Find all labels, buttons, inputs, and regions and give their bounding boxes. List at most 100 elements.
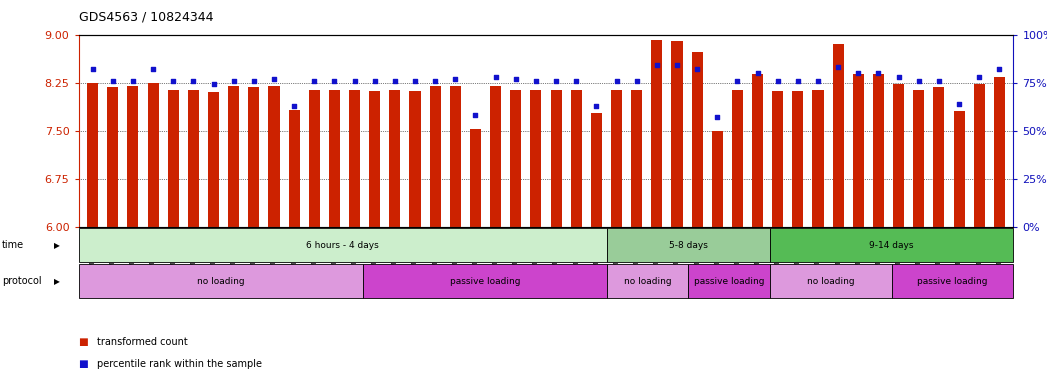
Bar <box>770 228 1013 262</box>
Point <box>567 78 584 84</box>
Bar <box>933 87 944 227</box>
Bar <box>712 131 722 227</box>
Text: 9-14 days: 9-14 days <box>869 241 914 250</box>
Text: protocol: protocol <box>2 276 42 286</box>
Text: GDS4563 / 10824344: GDS4563 / 10824344 <box>79 10 213 23</box>
Text: passive loading: passive loading <box>450 276 520 286</box>
Bar <box>490 86 502 227</box>
Point <box>628 78 645 84</box>
Point <box>144 66 161 72</box>
Text: passive loading: passive loading <box>917 276 987 286</box>
Point <box>467 112 484 118</box>
Point <box>326 78 342 84</box>
Point <box>830 64 847 70</box>
Point <box>185 78 202 84</box>
Bar <box>954 111 964 227</box>
Bar <box>571 89 582 227</box>
Bar <box>913 90 925 227</box>
Point <box>911 78 928 84</box>
Text: transformed count: transformed count <box>97 337 188 347</box>
Text: ▶: ▶ <box>54 276 61 286</box>
Point <box>487 74 504 80</box>
Bar <box>389 90 400 227</box>
Bar <box>79 228 607 262</box>
Point <box>508 76 525 82</box>
Bar <box>688 264 770 298</box>
Point <box>750 70 766 76</box>
Bar <box>329 90 340 227</box>
Text: passive loading: passive loading <box>694 276 764 286</box>
Bar <box>607 228 770 262</box>
Bar <box>289 110 299 227</box>
Bar <box>793 91 803 227</box>
Text: ▶: ▶ <box>54 241 61 250</box>
Bar <box>591 113 602 227</box>
Bar <box>651 40 663 227</box>
Point <box>669 62 686 68</box>
Point <box>406 78 423 84</box>
Point <box>366 78 383 84</box>
Point <box>105 78 121 84</box>
Bar <box>671 41 683 227</box>
Bar <box>309 90 319 227</box>
Point <box>890 74 907 80</box>
Text: time: time <box>2 240 24 250</box>
Text: ■: ■ <box>79 359 88 369</box>
Bar <box>974 84 985 227</box>
Bar <box>994 78 1005 227</box>
Bar <box>168 90 179 227</box>
Bar <box>187 89 199 227</box>
Bar <box>248 87 260 227</box>
Bar <box>773 91 783 227</box>
Bar <box>450 86 461 227</box>
Point <box>125 78 141 84</box>
Text: no loading: no loading <box>807 276 854 286</box>
Bar <box>812 89 824 227</box>
Bar <box>551 89 561 227</box>
Bar <box>611 89 622 227</box>
Point <box>205 81 222 88</box>
Point <box>164 78 181 84</box>
Bar <box>853 74 864 227</box>
Point <box>347 78 363 84</box>
Text: 5-8 days: 5-8 days <box>669 241 708 250</box>
Bar <box>429 86 441 227</box>
Bar <box>349 90 360 227</box>
Point <box>528 78 544 84</box>
Point <box>266 76 283 82</box>
Text: ■: ■ <box>79 337 88 347</box>
Point <box>608 78 625 84</box>
Bar <box>363 264 607 298</box>
Bar <box>79 264 363 298</box>
Point <box>809 78 826 84</box>
Bar <box>531 89 541 227</box>
Point <box>648 62 665 68</box>
Point <box>427 78 444 84</box>
Bar <box>148 83 159 227</box>
Text: no loading: no loading <box>624 276 671 286</box>
Point <box>992 66 1008 72</box>
Point <box>245 78 262 84</box>
Bar <box>409 91 421 227</box>
Bar <box>268 86 280 227</box>
Point <box>870 70 887 76</box>
Bar <box>892 264 1013 298</box>
Bar <box>732 89 743 227</box>
Point <box>729 78 745 84</box>
Bar <box>770 264 892 298</box>
Bar <box>208 91 219 227</box>
Bar <box>631 90 642 227</box>
Bar <box>752 74 763 227</box>
Bar <box>893 84 905 227</box>
Bar <box>873 74 884 227</box>
Point <box>84 66 101 72</box>
Bar <box>692 52 703 227</box>
Point <box>709 114 726 120</box>
Point <box>386 78 403 84</box>
Bar <box>510 90 521 227</box>
Bar <box>87 83 98 227</box>
Bar <box>370 91 380 227</box>
Text: percentile rank within the sample: percentile rank within the sample <box>97 359 263 369</box>
Point <box>548 78 564 84</box>
Point <box>306 78 322 84</box>
